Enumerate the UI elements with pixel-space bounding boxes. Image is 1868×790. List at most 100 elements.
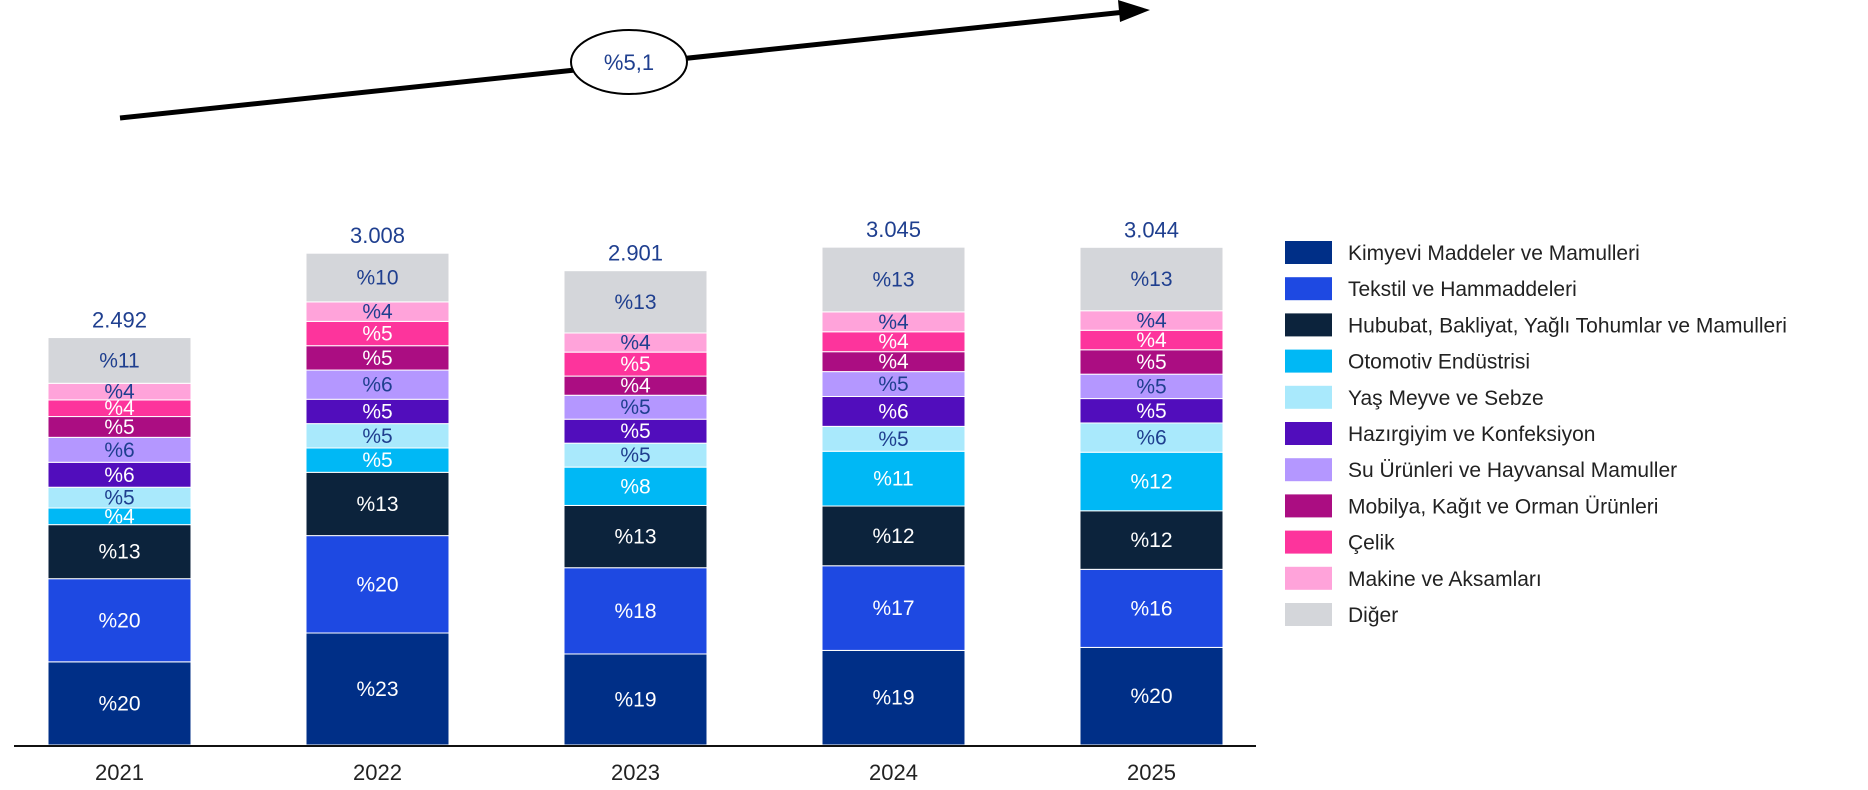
legend-label-9: Çelik — [1348, 532, 1395, 555]
legend-swatch-7 — [1285, 458, 1332, 482]
segment-label-2024-8: %4 — [878, 351, 909, 374]
bar-segment-2024-7 — [821, 371, 966, 397]
growth-arrow-head — [1118, 0, 1150, 22]
segment-label-2022-3: %13 — [356, 493, 398, 516]
segment-label-2023-3: %13 — [614, 526, 656, 549]
bar-segment-2021-11 — [47, 337, 192, 384]
legend-label-7: Su Ürünleri ve Hayvansal Mamuller — [1348, 459, 1677, 482]
segment-label-2024-11: %13 — [872, 269, 914, 292]
segment-label-2025-8: %5 — [1136, 351, 1166, 374]
segment-label-2025-11: %13 — [1130, 268, 1172, 291]
segment-label-2024-2: %17 — [872, 597, 914, 620]
legend-swatch-10 — [1285, 566, 1332, 590]
legend-swatch-2 — [1285, 277, 1332, 301]
segment-label-2024-5: %5 — [878, 428, 908, 451]
legend-swatch-6 — [1285, 422, 1332, 445]
legend-label-2: Tekstil ve Hammaddeleri — [1348, 278, 1577, 301]
x-tick-label-2024: 2024 — [869, 760, 918, 785]
bar-segment-2022-8 — [305, 345, 450, 371]
bar-segment-2024-1 — [821, 649, 966, 746]
segment-label-2021-10: %4 — [104, 381, 135, 404]
segment-label-2024-1: %19 — [872, 687, 914, 710]
segment-label-2025-4: %12 — [1130, 471, 1172, 494]
bar-segment-2022-5 — [305, 423, 450, 449]
segment-label-2022-8: %5 — [362, 347, 392, 370]
legend-label-6: Hazırgiyim ve Konfeksiyon — [1348, 423, 1595, 446]
segment-label-2021-7: %6 — [104, 439, 134, 462]
segment-label-2025-1: %20 — [1130, 685, 1172, 708]
legend-label-10: Makine ve Aksamları — [1348, 568, 1542, 591]
legend-swatch-3 — [1285, 313, 1332, 337]
segment-label-2021-6: %6 — [104, 464, 134, 487]
segment-label-2022-2: %20 — [356, 573, 398, 596]
legend-swatch-4 — [1285, 349, 1332, 373]
bar-segment-2025-11 — [1079, 246, 1224, 312]
bar-segment-2022-3 — [305, 471, 450, 537]
segment-label-2021-1: %20 — [98, 692, 140, 715]
segment-label-2021-9: %4 — [104, 397, 135, 420]
x-tick-label-2025: 2025 — [1127, 760, 1176, 785]
bar-segment-2022-4 — [305, 447, 450, 473]
segment-label-2023-1: %19 — [614, 688, 656, 711]
segment-label-2025-2: %16 — [1130, 597, 1172, 620]
bar-segment-2025-5 — [1079, 422, 1224, 453]
growth-rate-label: %5,1 — [604, 50, 654, 75]
legend: Kimyevi Maddeler ve Mamulleri Tekstil ve … — [1285, 241, 1787, 627]
segment-label-2021-2: %20 — [98, 609, 140, 632]
total-label-2023: 2.901 — [608, 241, 663, 266]
segment-label-2021-8: %5 — [104, 416, 134, 439]
bars-layer — [47, 246, 1224, 746]
bar-segment-2024-2 — [821, 565, 966, 651]
segment-label-2022-9: %5 — [362, 323, 392, 346]
segment-label-2022-6: %5 — [362, 400, 392, 423]
legend-label-3: Hububat, Bakliyat, Yağlı Tohumlar ve Mam… — [1348, 314, 1787, 337]
x-tick-label-2021: 2021 — [95, 760, 144, 785]
bar-segment-2021-7 — [47, 436, 192, 463]
segment-label-2023-10: %4 — [620, 332, 651, 355]
bar-segment-2022-6 — [305, 398, 450, 425]
segment-label-2022-5: %5 — [362, 425, 392, 448]
bar-segment-2024-3 — [821, 505, 966, 567]
legend-label-1: Kimyevi Maddeler ve Mamulleri — [1348, 242, 1640, 265]
segment-label-2023-7: %5 — [620, 396, 650, 419]
bar-segment-2023-2 — [563, 567, 708, 655]
segment-label-2025-5: %6 — [1136, 427, 1166, 450]
segment-label-2023-4: %8 — [620, 475, 650, 498]
growth-arrow: %5,1 — [119, 0, 1150, 121]
bar-segment-2025-2 — [1079, 568, 1224, 648]
total-label-2021: 2.492 — [92, 308, 147, 333]
segment-label-2021-11: %11 — [99, 349, 139, 372]
bar-segment-2023-11 — [563, 270, 708, 334]
segment-label-2025-3: %12 — [1130, 529, 1172, 552]
bar-segment-2023-3 — [563, 504, 708, 569]
total-label-2022: 3.008 — [350, 223, 405, 248]
legend-label-5: Yaş Meyve ve Sebze — [1348, 387, 1544, 410]
x-tick-label-2023: 2023 — [611, 760, 660, 785]
bar-segment-2025-1 — [1079, 646, 1224, 746]
bar-segment-2022-11 — [305, 252, 450, 303]
growth-rate-ellipse — [570, 29, 688, 95]
x-tick-label-2022: 2022 — [353, 760, 402, 785]
segment-label-2023-2: %18 — [614, 600, 656, 623]
segment-label-2022-10: %4 — [362, 301, 393, 324]
bar-segment-2023-4 — [563, 466, 708, 506]
bar-segment-2021-2 — [47, 578, 192, 663]
legend-label-4: Otomotiv Endüstrisi — [1348, 351, 1530, 374]
bar-segment-2025-3 — [1079, 510, 1224, 570]
segment-label-2024-9: %4 — [878, 331, 909, 354]
bar-segment-2025-6 — [1079, 398, 1224, 424]
segment-label-2024-4: %11 — [873, 468, 913, 491]
legend-label-8: Mobilya, Kağıt ve Orman Ürünleri — [1348, 495, 1658, 518]
segment-label-2022-7: %6 — [362, 374, 392, 397]
bar-segment-2024-11 — [821, 246, 966, 313]
segment-label-2021-3: %13 — [98, 541, 140, 564]
bar-segment-2024-5 — [821, 425, 966, 452]
segment-label-2024-3: %12 — [872, 525, 914, 548]
total-label-2025: 3.044 — [1124, 217, 1179, 242]
segment-label-2024-10: %4 — [878, 311, 909, 334]
legend-swatch-8 — [1285, 494, 1332, 518]
segment-label-2022-1: %23 — [356, 678, 398, 701]
legend-swatch-9 — [1285, 530, 1332, 554]
legend-swatch-11 — [1285, 603, 1332, 626]
